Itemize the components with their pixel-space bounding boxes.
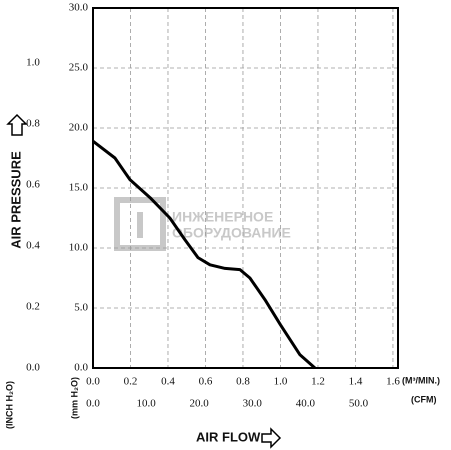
- y2-tick-label: 0.0: [26, 362, 40, 374]
- y-tick-label: 25.0: [69, 62, 89, 74]
- x2-tick-label: 40.0: [296, 398, 316, 410]
- logo-frame: [114, 197, 166, 251]
- y-axis-title: AIR PRESSURE: [8, 151, 23, 249]
- x-tick-label: 1.6: [386, 376, 400, 388]
- watermark-logo: [114, 197, 166, 251]
- y2-tick-label: 1.0: [26, 57, 40, 69]
- x-tick-label: 0.4: [161, 376, 175, 388]
- y2-tick-label: 0.8: [26, 118, 40, 130]
- y2-unit-label: (INCH H₂O): [4, 381, 14, 429]
- x-axis-title: AIR FLOW: [196, 429, 261, 444]
- y-unit-label: (mm H₂O): [69, 377, 79, 419]
- x-tick-label: 1.2: [311, 376, 325, 388]
- y2-tick-label: 0.2: [26, 301, 40, 313]
- x2-unit-label: (CFM): [411, 394, 437, 404]
- x-tick-label: 0.0: [86, 376, 100, 388]
- x-unit-label: (M³/MIN.): [402, 375, 440, 385]
- x2-tick-label: 20.0: [190, 398, 210, 410]
- y2-tick-label: 0.6: [26, 179, 40, 191]
- up-arrow-icon: [6, 113, 28, 136]
- x-tick-label: 0.8: [236, 376, 250, 388]
- plot-frame: [92, 7, 399, 369]
- y-tick-label: 30.0: [69, 2, 89, 14]
- watermark-text: ИНЖЕНЕРНОЕ: [172, 209, 273, 225]
- x2-tick-label: 30.0: [243, 398, 263, 410]
- y-tick-label: 5.0: [74, 302, 88, 314]
- x2-tick-label: 10.0: [136, 398, 156, 410]
- watermark-text: ОБОРУДОВАНИЕ: [172, 225, 291, 241]
- y-tick-label: 15.0: [69, 182, 89, 194]
- y-tick-label: 20.0: [69, 122, 89, 134]
- x-tick-label: 1.0: [274, 376, 288, 388]
- x-tick-label: 1.4: [349, 376, 363, 388]
- x-tick-label: 0.2: [124, 376, 138, 388]
- x-tick-label: 0.6: [199, 376, 213, 388]
- curve: [92, 140, 316, 370]
- x2-tick-label: 50.0: [349, 398, 369, 410]
- right-arrow-icon: [261, 427, 282, 449]
- y-tick-label: 10.0: [69, 242, 89, 254]
- y-tick-label: 0.0: [74, 362, 88, 374]
- y2-tick-label: 0.4: [26, 240, 40, 252]
- x2-tick-label: 0.0: [86, 398, 100, 410]
